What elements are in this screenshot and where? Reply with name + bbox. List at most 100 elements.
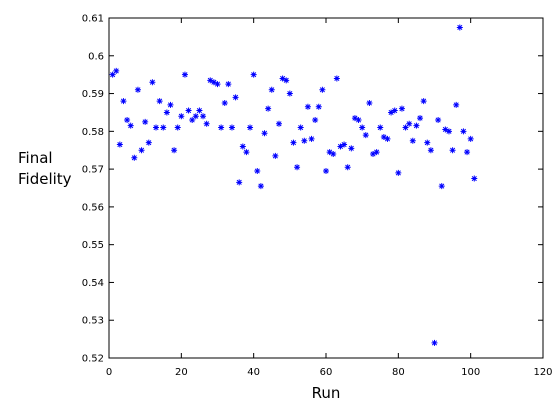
data-point [464,149,471,156]
data-point [192,113,199,120]
data-point [377,124,384,131]
data-point [283,77,290,84]
data-point [167,101,174,108]
data-point [297,124,304,131]
y-tick-label: 0.55 [82,240,104,251]
data-point [279,75,286,82]
x-tick-label: 20 [175,367,188,378]
data-point [409,137,416,144]
data-point [171,147,178,154]
data-point [272,152,279,159]
data-point [250,71,257,78]
data-point [153,124,160,131]
y-tick-label: 0.52 [82,354,104,365]
data-point [337,143,344,150]
y-tick-label: 0.54 [82,278,104,289]
data-point [109,71,116,78]
data-point [326,149,333,156]
data-point [406,120,413,127]
data-point [398,105,405,112]
data-point [156,98,163,105]
data-point [319,86,326,93]
data-point [174,124,181,131]
data-point [402,124,409,131]
x-tick-label: 40 [247,367,260,378]
data-point [221,100,228,106]
data-point [315,103,322,110]
y-tick-label: 0.57 [82,165,104,176]
data-point [366,100,373,106]
data-point [120,98,127,105]
x-tick-label: 80 [392,367,405,378]
data-point [214,81,221,88]
y-tick-label: 0.6 [88,51,104,62]
y-tick-label: 0.61 [82,14,104,25]
data-point [124,117,131,123]
data-point [200,113,207,120]
data-point [351,115,358,122]
data-point [362,132,369,139]
data-point [424,139,431,146]
data-point [268,86,275,93]
data-point [435,117,442,123]
data-point [453,101,460,108]
data-point [323,168,329,174]
data-point [218,124,225,131]
data-point [113,67,120,74]
data-point [142,118,149,125]
data-point [131,154,138,161]
data-point [207,77,214,84]
data-point [149,79,156,86]
data-point [239,143,246,150]
x-tick-label: 60 [320,367,333,378]
data-point [445,128,452,135]
data-point [427,147,434,154]
data-point [225,81,232,88]
data-point [265,105,272,112]
data-point [359,124,366,131]
data-point [467,135,474,142]
data-point [431,339,438,346]
data-point [189,117,196,123]
data-point [373,149,380,156]
data-point [243,149,250,156]
data-point [442,126,449,133]
data-point [160,124,167,131]
data-point [232,94,239,101]
data-point [203,120,210,127]
data-point [417,115,424,122]
data-point [116,141,123,148]
y-tick-label: 0.59 [82,89,104,100]
data-point [330,151,337,157]
data-point [312,117,319,123]
data-point [257,183,264,190]
data-point [178,113,185,120]
data-point [127,122,134,129]
data-point [247,124,254,131]
y-tick-label: 0.53 [82,316,104,327]
data-point [294,164,301,171]
y-tick-label: 0.56 [82,202,104,213]
plot-frame [108,17,544,359]
data-point [344,164,351,171]
data-point [236,179,243,186]
data-point [449,147,456,154]
data-point [261,130,268,137]
data-point [370,151,377,157]
data-point [185,107,192,114]
x-tick-label: 100 [461,367,480,378]
data-point [456,24,463,31]
data-point [210,79,217,86]
data-point [134,86,141,93]
data-point [413,122,420,129]
data-point [181,71,188,78]
data-point [438,183,445,190]
data-point [348,145,355,152]
y-axis-label: Final Fidelity [18,149,72,188]
data-point [254,168,261,174]
x-tick-label: 120 [533,367,552,378]
data-point [395,169,402,176]
x-tick-label: 0 [106,367,112,378]
data-point [308,135,315,142]
